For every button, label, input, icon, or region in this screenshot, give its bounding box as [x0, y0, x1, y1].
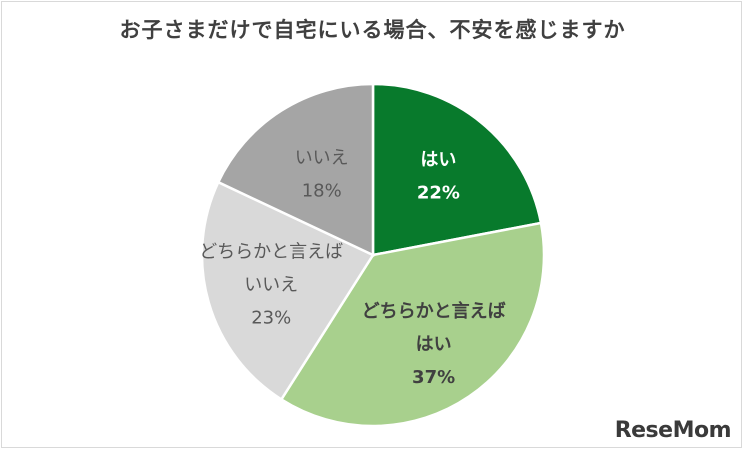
pie-slice	[279, 221, 546, 428]
chart-title: お子さまだけで自宅にいる場合、不安を感じますか	[119, 18, 626, 42]
slice-value-label: 23%	[251, 308, 291, 329]
pie-slice	[216, 82, 375, 257]
slice-category-label: はい	[420, 149, 456, 170]
slice-value-label: 18%	[302, 181, 342, 202]
slice-value-label: 37%	[412, 367, 455, 388]
pie-slice	[200, 180, 375, 402]
slice-category-label: いいえ	[244, 275, 298, 296]
slice-category-label: どちらかと言えば	[362, 300, 506, 322]
slice-value-label: 22%	[417, 182, 460, 203]
slice-category-label: いいえ	[295, 148, 349, 169]
resemom-logo: ReseMom	[614, 418, 732, 443]
pie-slice	[371, 82, 543, 257]
slice-category-label: どちらかと言えば	[199, 242, 343, 263]
slice-category-label: はい	[416, 334, 452, 355]
